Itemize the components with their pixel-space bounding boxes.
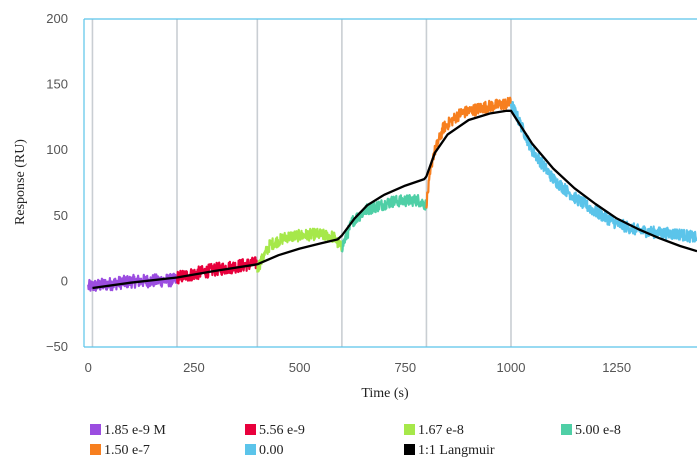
series-trace-5 [509,101,697,244]
x-axis-title: Time (s) [361,386,409,401]
axes: −50 0 50 100 150 200 0 250 500 750 1000 1250 [46,11,697,375]
x-tick-label: 250 [183,360,205,375]
y-tick-label: 150 [46,77,68,92]
y-tick-label: −50 [46,339,68,354]
legend-label: 5.56 e-9 [259,423,305,438]
x-tick-label: 500 [289,360,311,375]
legend-swatch [404,444,415,455]
legend-label: 1.67 e-8 [418,423,464,438]
legend-entry: 5.00 e-8 [561,423,621,438]
y-tick-label: 0 [61,273,68,288]
legend-entry: 5.56 e-9 [245,423,305,438]
legend-label: 1.85 e-9 M [104,423,166,438]
series-trace-2 [256,227,343,273]
legend-entry: 1.67 e-8 [404,423,464,438]
injection-markers [91,19,512,347]
legend-entry: 1.85 e-9 M [90,423,166,438]
x-tick-label: 750 [394,360,416,375]
x-tick-label: 0 [85,360,92,375]
series-trace-3 [340,194,428,253]
legend-swatch [245,444,256,455]
y-tick-label: 50 [54,208,68,223]
legend-swatch [404,424,415,435]
series-layer [87,96,697,292]
y-tick-label: 200 [46,11,68,26]
y-tick-label: 100 [46,142,68,157]
legend-label: 0.00 [259,443,284,458]
legend-entry: 1.50 e-7 [90,443,150,458]
legend: 1.85 e-9 M 5.56 e-9 1.67 e-8 5.00 e-8 1.50 e… [90,423,621,458]
x-tick-label: 1000 [497,360,526,375]
legend-label: 5.00 e-8 [575,423,621,438]
langmuir-fit-line [92,109,697,290]
legend-swatch [90,424,101,435]
legend-label: 1:1 Langmuir [418,443,495,458]
x-tick-label: 1250 [602,360,631,375]
legend-swatch [245,424,256,435]
legend-swatch [90,444,101,455]
series-trace-4 [425,96,512,209]
y-axis-title: Response (RU) [13,139,28,225]
legend-label: 1.50 e-7 [104,443,150,458]
legend-swatch [561,424,572,435]
legend-entry: 1:1 Langmuir [404,443,495,458]
legend-entry: 0.00 [245,443,284,458]
